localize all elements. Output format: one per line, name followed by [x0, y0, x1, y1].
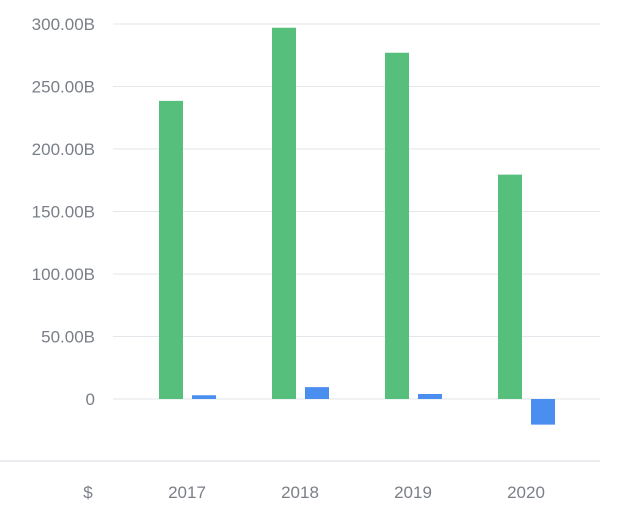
y-tick-label: 200.00B: [32, 140, 95, 159]
bar-2020-series-2: [531, 399, 555, 425]
y-tick-label: 0: [86, 390, 95, 409]
x-tick-label: 2019: [394, 483, 432, 502]
y-tick-label: 150.00B: [32, 203, 95, 222]
bar-2020-series-1: [498, 174, 522, 399]
x-axis-tick-labels: 2017 2018 2019 2020: [168, 483, 545, 502]
x-tick-label: 2017: [168, 483, 206, 502]
bar-2019-series-1: [385, 52, 409, 399]
currency-label: $: [83, 483, 93, 502]
gridlines: [113, 23, 600, 400]
y-tick-label: 100.00B: [32, 265, 95, 284]
bar-2019-series-2: [418, 394, 442, 399]
bar-2017-series-2: [192, 395, 216, 399]
bar-2018-series-2: [305, 387, 329, 399]
y-axis-tick-labels: 0 50.00B 100.00B 150.00B 200.00B 250.00B 300.0…: [32, 15, 95, 409]
y-tick-label: 250.00B: [32, 78, 95, 97]
y-tick-label: 300.00B: [32, 15, 95, 34]
x-tick-label: 2020: [507, 483, 545, 502]
x-tick-label: 2018: [281, 483, 319, 502]
bars: [159, 27, 555, 425]
bar-2018-series-1: [272, 27, 296, 399]
y-tick-label: 50.00B: [41, 328, 95, 347]
bar-2017-series-1: [159, 100, 183, 399]
